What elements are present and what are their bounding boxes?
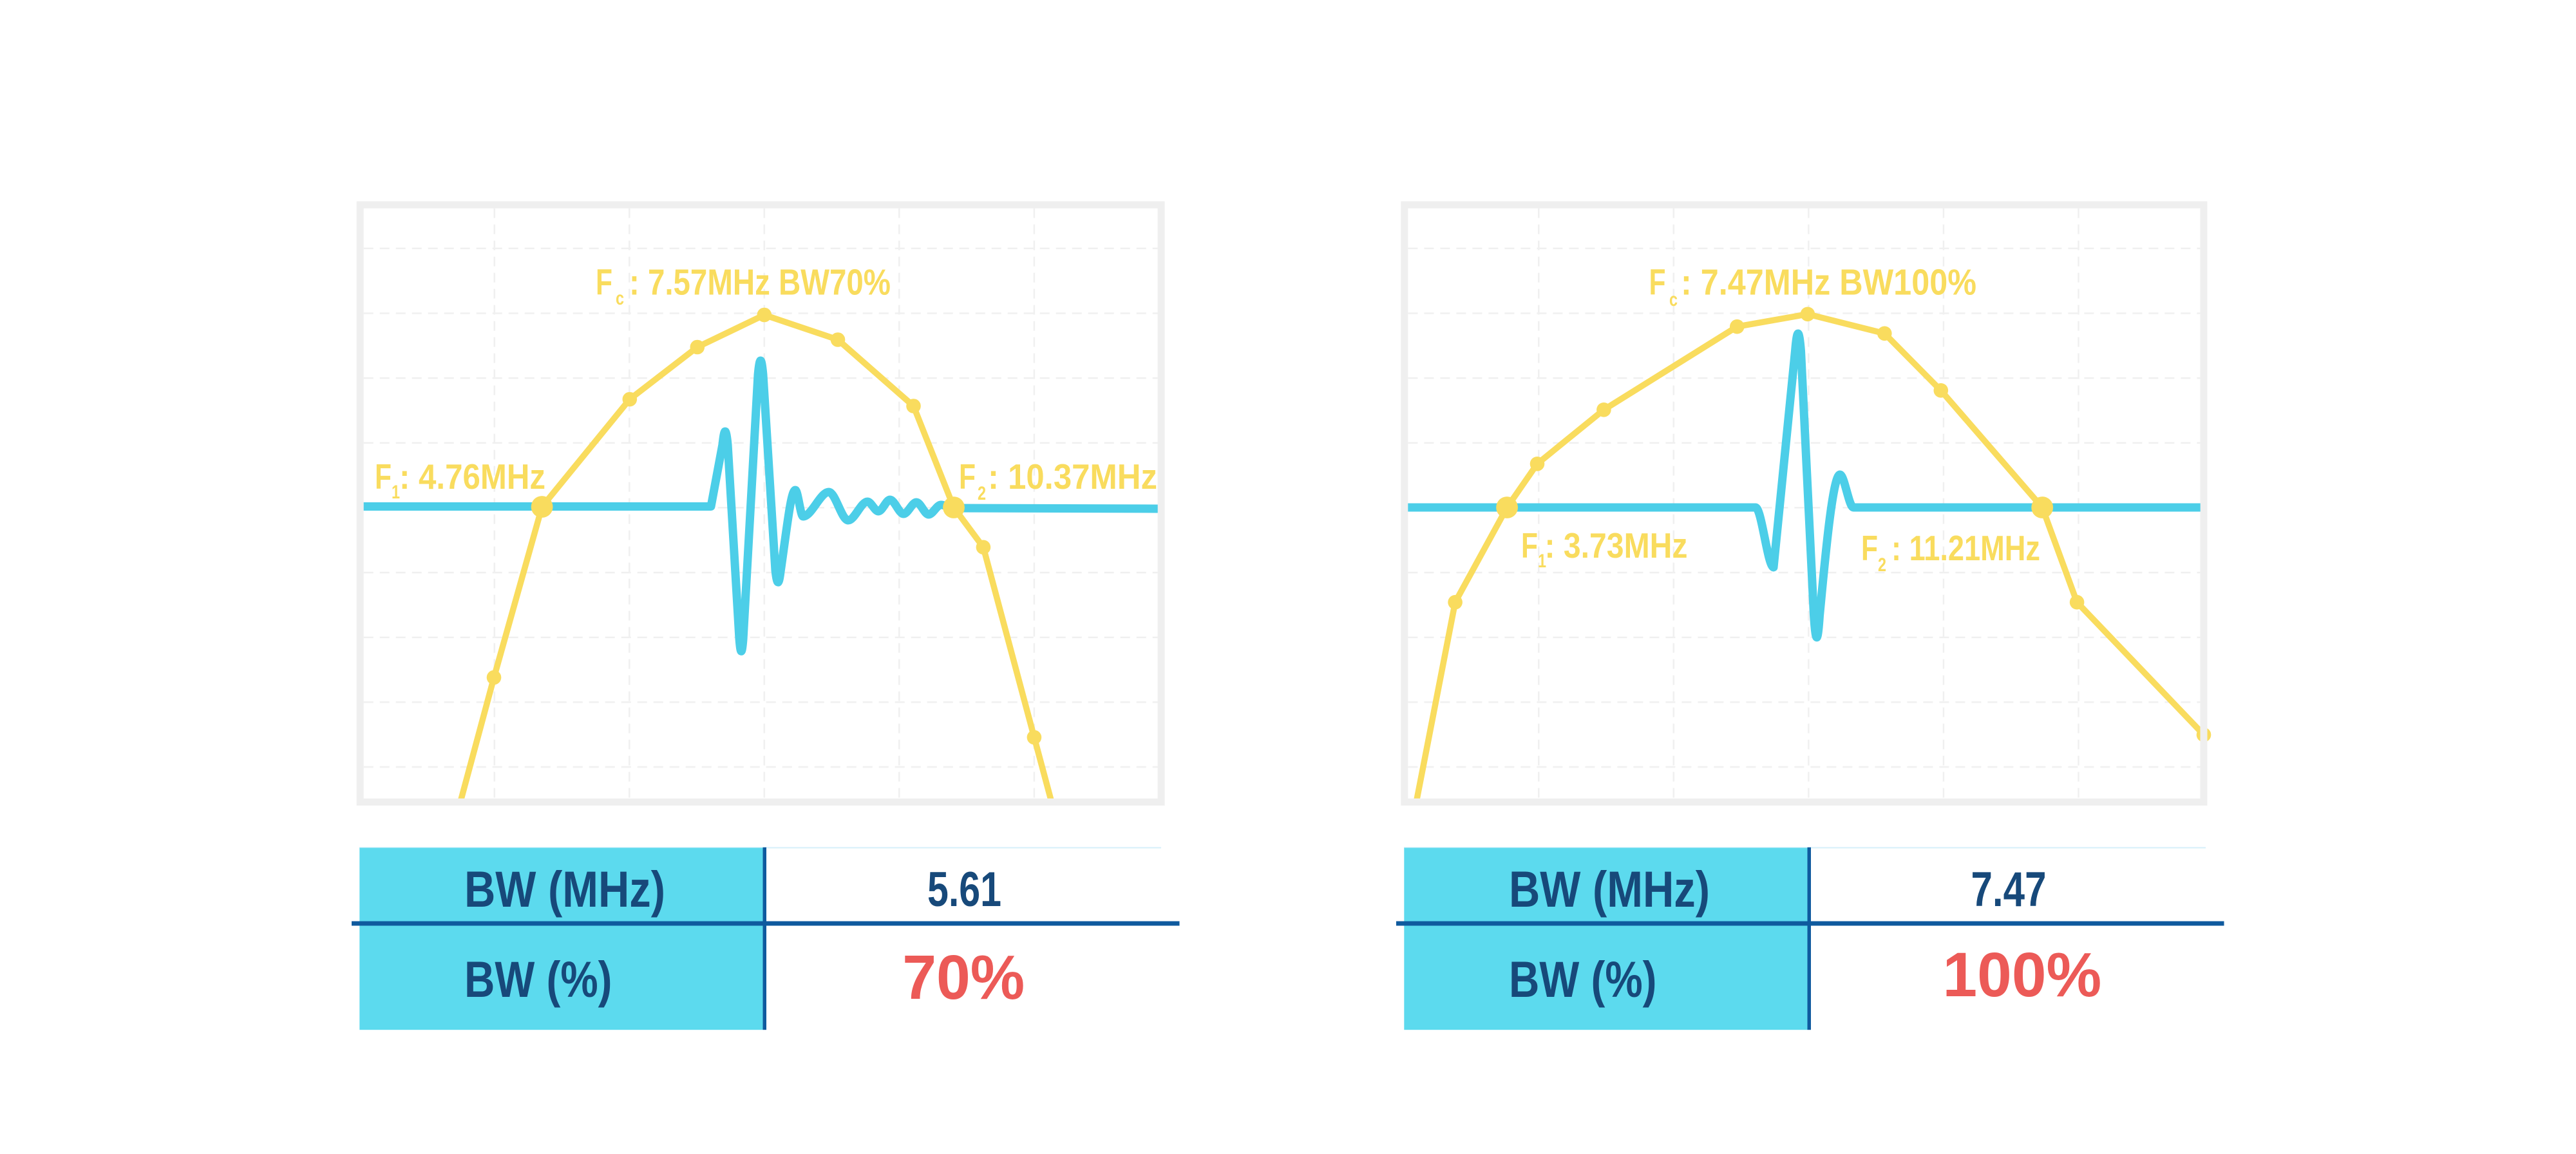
svg-text:: 10.37MHz: : 10.37MHz	[988, 457, 1157, 497]
svg-text:: 11.21MHz: : 11.21MHz	[1891, 528, 2040, 568]
svg-text:c: c	[1669, 289, 1678, 310]
svg-text:1: 1	[1538, 551, 1546, 572]
svg-text:BW (%): BW (%)	[464, 951, 612, 1008]
svg-text:1: 1	[392, 482, 400, 503]
svg-text:F: F	[1861, 528, 1878, 568]
svg-text:: 7.57MHz BW70%: : 7.57MHz BW70%	[629, 261, 891, 303]
svg-text:BW (%): BW (%)	[1509, 951, 1657, 1008]
svg-text:: 4.76MHz: : 4.76MHz	[399, 457, 545, 497]
svg-text:c: c	[616, 288, 624, 309]
svg-text:BW (MHz): BW (MHz)	[464, 860, 665, 918]
svg-text:F: F	[959, 457, 976, 497]
svg-text:F: F	[596, 261, 612, 303]
svg-text:7.47: 7.47	[1971, 862, 2047, 917]
svg-text:F: F	[1649, 262, 1666, 303]
svg-text:100%: 100%	[1943, 940, 2102, 1010]
svg-text:5.61: 5.61	[927, 862, 1001, 917]
svg-text:: 3.73MHz: : 3.73MHz	[1545, 525, 1688, 565]
svg-text:: 7.47MHz BW100%: : 7.47MHz BW100%	[1681, 262, 1976, 303]
svg-text:F: F	[1521, 525, 1538, 565]
svg-text:70%: 70%	[902, 942, 1025, 1012]
svg-text:2: 2	[1878, 554, 1886, 576]
svg-text:BW (MHz): BW (MHz)	[1509, 860, 1710, 918]
svg-text:2: 2	[978, 483, 986, 504]
svg-text:F: F	[375, 457, 392, 497]
